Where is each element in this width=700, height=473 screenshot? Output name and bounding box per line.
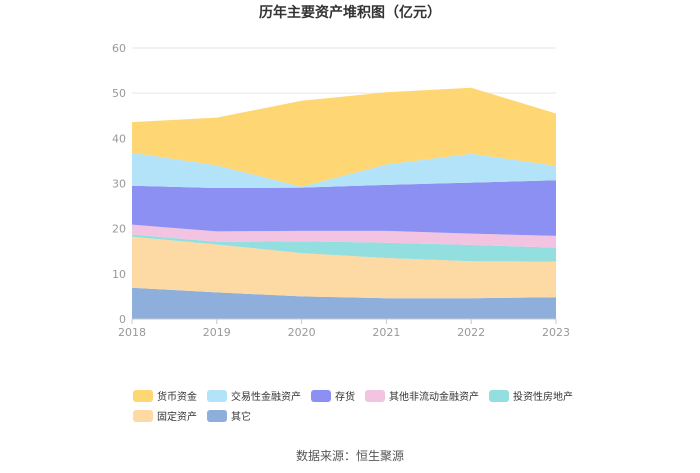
y-tick-label: 20 bbox=[112, 223, 126, 236]
y-tick-label: 60 bbox=[112, 42, 126, 55]
legend-label: 其它 bbox=[231, 410, 251, 423]
legend-swatch bbox=[133, 410, 153, 422]
legend-swatch bbox=[207, 390, 227, 402]
y-tick-label: 10 bbox=[112, 268, 126, 281]
legend-swatch bbox=[489, 390, 509, 402]
x-tick-label: 2022 bbox=[457, 326, 485, 339]
legend-label: 其他非流动金融资产 bbox=[389, 390, 479, 403]
data-source: 数据来源：恒生聚源 bbox=[296, 448, 404, 463]
y-tick-label: 0 bbox=[119, 313, 126, 326]
legend-label: 交易性金融资产 bbox=[231, 390, 301, 403]
axes: 0 10 20 30 40 50 60 2018 2019 2020 2021 2022 2023 bbox=[112, 42, 570, 339]
y-tick-label: 30 bbox=[112, 178, 126, 191]
legend-label: 存货 bbox=[335, 390, 355, 403]
x-tick-label: 2019 bbox=[203, 326, 231, 339]
area-series bbox=[132, 87, 556, 319]
legend-item-投资性房地产[interactable]: 投资性房地产 bbox=[489, 390, 573, 403]
legend-item-货币资金[interactable]: 货币资金 bbox=[133, 390, 197, 403]
legend-item-交易性金融资产[interactable]: 交易性金融资产 bbox=[207, 390, 301, 403]
legend-label: 固定资产 bbox=[157, 410, 197, 423]
chart-title: 历年主要资产堆积图（亿元） bbox=[259, 4, 441, 21]
legend-item-其它[interactable]: 其它 bbox=[207, 410, 251, 423]
legend-swatch bbox=[365, 390, 385, 402]
legend-swatch bbox=[207, 410, 227, 422]
area-货币资金 bbox=[132, 87, 556, 187]
legend-item-存货[interactable]: 存货 bbox=[311, 390, 355, 403]
legend-swatch bbox=[311, 390, 331, 402]
area-其它 bbox=[132, 287, 556, 319]
area-投资性房地产 bbox=[132, 234, 556, 262]
area-其他非流动金融资产 bbox=[132, 224, 556, 248]
x-tick-label: 2020 bbox=[288, 326, 316, 339]
x-tick-label: 2023 bbox=[542, 326, 570, 339]
legend-item-其他非流动金融资产[interactable]: 其他非流动金融资产 bbox=[365, 390, 479, 403]
y-tick-label: 50 bbox=[112, 87, 126, 100]
area-固定资产 bbox=[132, 236, 556, 299]
legend-item-固定资产[interactable]: 固定资产 bbox=[133, 410, 197, 423]
legend-swatch bbox=[133, 390, 153, 402]
area-存货 bbox=[132, 180, 556, 236]
y-tick-label: 40 bbox=[112, 132, 126, 145]
legend-label: 投资性房地产 bbox=[513, 390, 573, 403]
legend-label: 货币资金 bbox=[157, 390, 197, 403]
area-交易性金融资产 bbox=[132, 152, 556, 188]
x-tick-label: 2018 bbox=[118, 326, 146, 339]
x-tick-label: 2021 bbox=[372, 326, 400, 339]
